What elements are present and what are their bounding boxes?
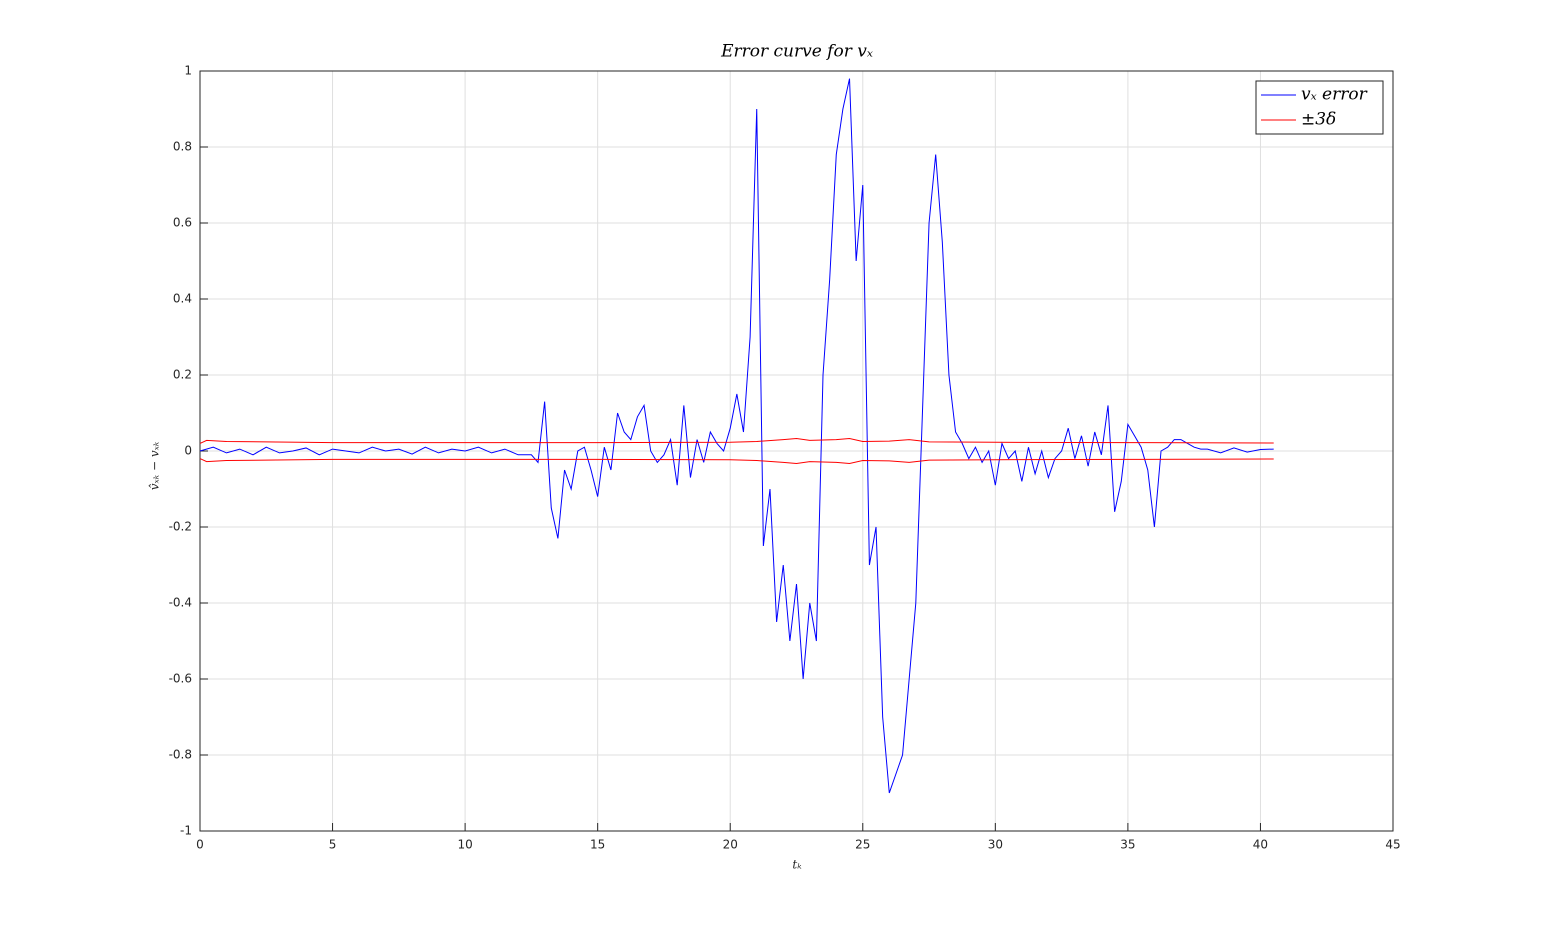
x-axis-label: tₖ [792,858,802,872]
chart-title: Error curve for vₓ [720,42,873,62]
x-tick-label: 10 [457,838,472,852]
y-tick-label: 0.2 [173,368,192,382]
y-tick-label: -1 [180,824,192,838]
y-tick-label: 0 [184,444,192,458]
x-tick-label: 0 [196,838,204,852]
data-line [199,437,1274,444]
legend-label: vₓ error [1301,85,1368,105]
y-axis-label: v̂ₓₖ − vₓₖ [148,441,162,490]
x-tick-label: 5 [329,838,337,852]
legend-box [1255,80,1384,135]
x-tick-label: 15 [590,838,605,852]
y-tick-label: -0.8 [169,748,192,762]
y-tick-label: 1 [184,64,192,78]
data-line [199,78,1274,794]
x-tick-label: 25 [855,838,870,852]
x-tick-label: 30 [988,838,1003,852]
y-tick-label: -0.4 [169,596,192,610]
y-tick-label: -0.6 [169,672,192,686]
x-tick-label: 20 [723,838,738,852]
data-line [199,458,1274,465]
y-tick-label: 0.4 [173,292,192,306]
x-tick-label: 35 [1120,838,1135,852]
y-tick-label: 0.8 [173,140,192,154]
legend-label: ±3δ [1301,110,1336,130]
y-tick-label: 0.6 [173,216,192,230]
x-tick-label: 45 [1385,838,1400,852]
x-tick-label: 40 [1253,838,1268,852]
y-tick-label: -0.2 [169,520,192,534]
